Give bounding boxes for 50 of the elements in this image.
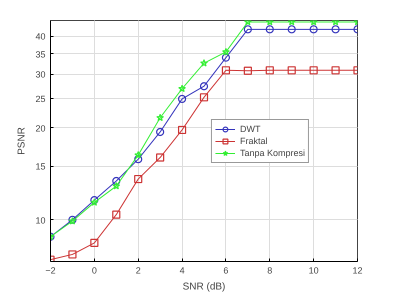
- point: [288, 25, 296, 34]
- point: [134, 155, 142, 164]
- y-tick-label: 35: [35, 49, 46, 60]
- point: [68, 250, 77, 259]
- y-tick-label: 30: [35, 70, 46, 80]
- point: [200, 59, 208, 67]
- x-axis-title: SNR (dB): [182, 282, 226, 292]
- point: [331, 66, 340, 74]
- legend-label: Fraktal: [240, 134, 268, 146]
- y-tick-label: 15: [35, 162, 46, 172]
- y-tick-label: 25: [35, 94, 46, 104]
- y-axis-title: PSNR: [16, 127, 28, 155]
- x-tick-label: 0: [92, 266, 97, 276]
- point: [178, 84, 186, 92]
- x-tick-label: 10: [308, 266, 319, 276]
- x-tick-label: 4: [180, 266, 185, 276]
- point: [90, 238, 98, 247]
- point: [222, 48, 230, 56]
- point: [178, 94, 186, 104]
- x-tick-label: 2: [136, 266, 141, 276]
- x-tick-label: 12: [352, 266, 363, 276]
- point: [331, 25, 340, 34]
- x-tick-label: −2: [45, 266, 56, 276]
- y-tick-label: 20: [35, 123, 46, 134]
- point: [112, 176, 120, 186]
- point: [156, 153, 164, 162]
- point: [266, 66, 274, 74]
- point: [222, 54, 230, 62]
- point: [134, 150, 142, 158]
- point: [200, 93, 208, 102]
- point: [310, 66, 318, 74]
- y-tick-label: 40: [35, 32, 46, 42]
- point: [112, 210, 120, 219]
- point: [156, 114, 164, 122]
- point: [200, 82, 208, 90]
- point: [244, 66, 252, 75]
- point: [310, 25, 318, 34]
- point: [288, 66, 296, 74]
- x-tick-label: 6: [223, 266, 228, 276]
- point: [244, 25, 252, 34]
- legend-label: DWT: [240, 122, 260, 134]
- point: [178, 126, 186, 134]
- point: [156, 128, 164, 136]
- point: [134, 174, 142, 184]
- point: [222, 66, 230, 74]
- y-tick-label: 10: [35, 215, 46, 226]
- legend-label: Tanpa Kompresi: [240, 146, 305, 158]
- x-tick-label: 8: [267, 266, 272, 276]
- point: [266, 25, 274, 34]
- point: [112, 182, 120, 190]
